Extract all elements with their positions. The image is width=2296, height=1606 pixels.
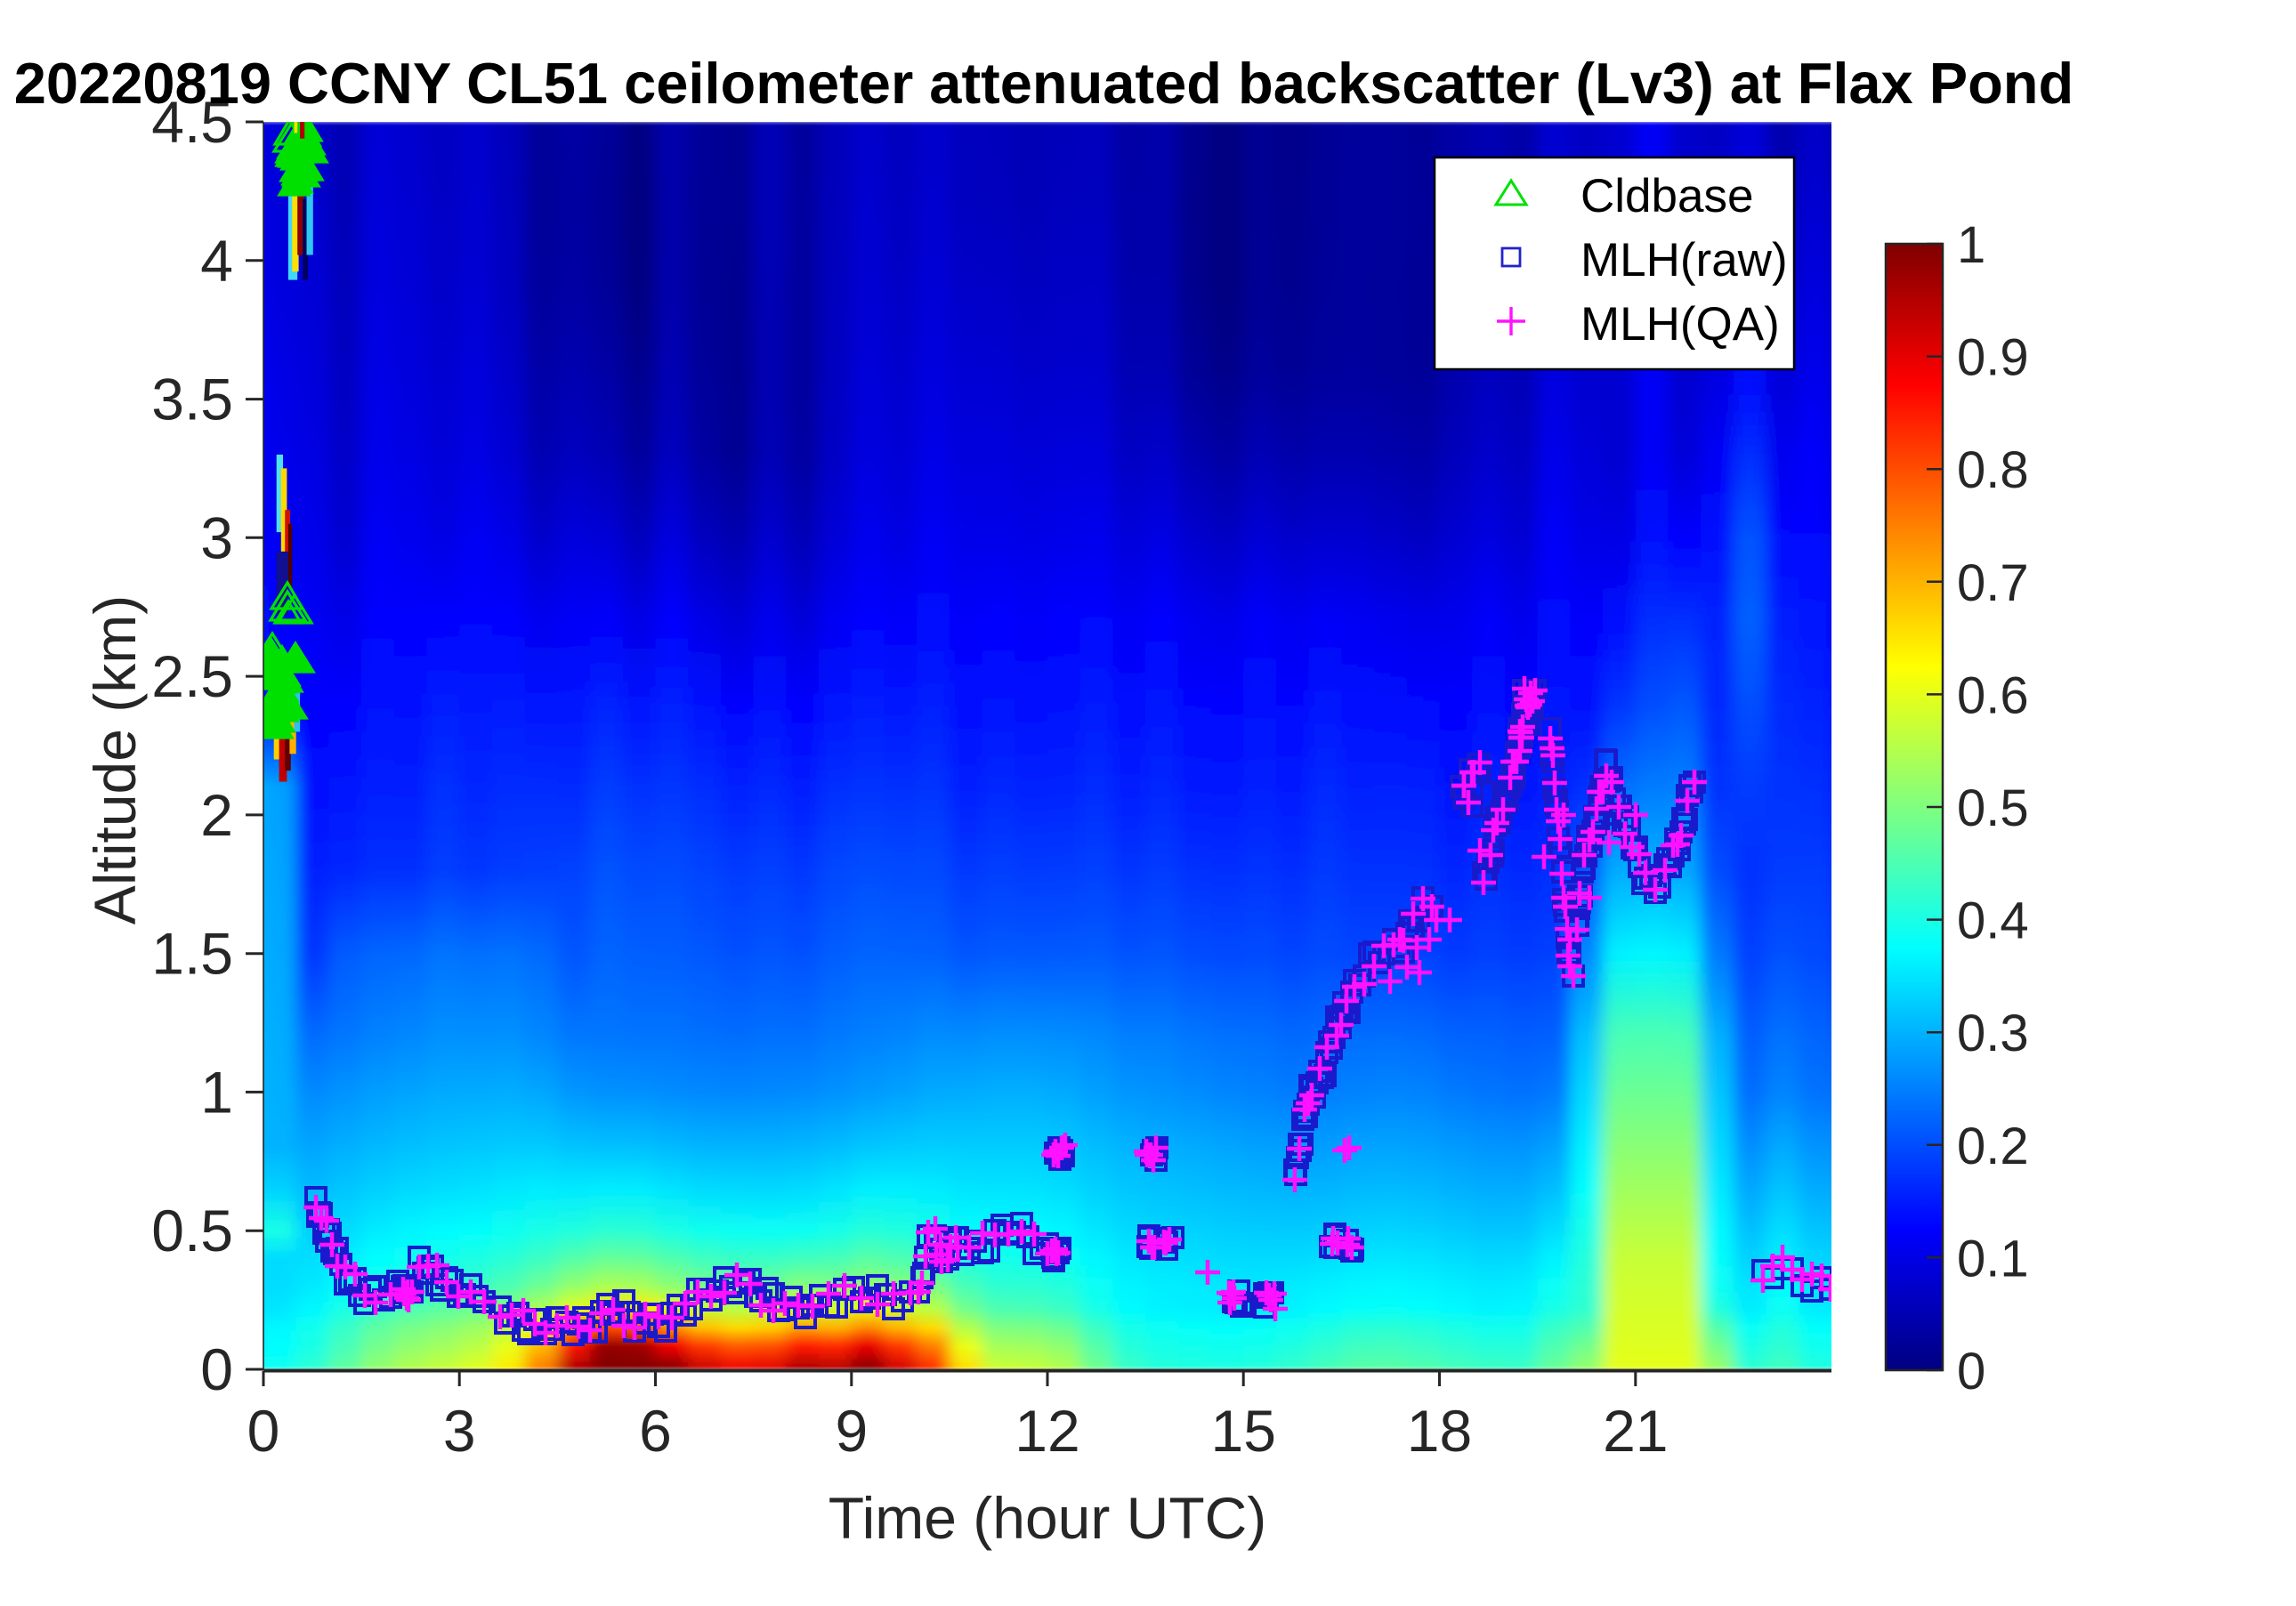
svg-text:2: 2 xyxy=(200,782,233,848)
svg-text:3: 3 xyxy=(200,504,233,570)
svg-text:Time (hour UTC): Time (hour UTC) xyxy=(829,1485,1267,1551)
svg-text:0: 0 xyxy=(247,1398,280,1464)
svg-text:12: 12 xyxy=(1015,1398,1079,1464)
svg-text:1: 1 xyxy=(1957,216,1985,274)
svg-text:0: 0 xyxy=(200,1336,233,1402)
svg-text:15: 15 xyxy=(1210,1398,1275,1464)
svg-text:1: 1 xyxy=(200,1059,233,1125)
svg-text:0.3: 0.3 xyxy=(1957,1005,2029,1062)
svg-text:4.5: 4.5 xyxy=(151,89,233,155)
svg-text:21: 21 xyxy=(1603,1398,1668,1464)
svg-text:0: 0 xyxy=(1957,1343,1985,1400)
svg-text:2.5: 2.5 xyxy=(151,643,233,709)
svg-text:0.7: 0.7 xyxy=(1957,554,2029,612)
svg-text:3.5: 3.5 xyxy=(151,367,233,432)
svg-text:0.1: 0.1 xyxy=(1957,1230,2029,1287)
svg-text:0.2: 0.2 xyxy=(1957,1118,2029,1175)
svg-text:MLH(QA): MLH(QA) xyxy=(1581,298,1780,351)
svg-text:0.8: 0.8 xyxy=(1957,441,2029,499)
svg-text:9: 9 xyxy=(835,1398,868,1464)
svg-text:Altitude (km): Altitude (km) xyxy=(82,595,148,924)
svg-text:0.5: 0.5 xyxy=(1957,779,2029,837)
svg-text:0.6: 0.6 xyxy=(1957,666,2029,724)
svg-text:3: 3 xyxy=(443,1398,476,1464)
svg-text:0.9: 0.9 xyxy=(1957,329,2029,387)
svg-text:0.4: 0.4 xyxy=(1957,892,2029,950)
svg-text:MLH(raw): MLH(raw) xyxy=(1581,234,1788,286)
svg-text:6: 6 xyxy=(639,1398,672,1464)
svg-text:1.5: 1.5 xyxy=(151,921,233,987)
svg-text:Cldbase: Cldbase xyxy=(1581,170,1753,222)
svg-text:18: 18 xyxy=(1407,1398,1472,1464)
svg-text:20220819 CCNY CL51 ceilometer: 20220819 CCNY CL51 ceilometer attenuated… xyxy=(14,51,2074,116)
svg-text:0.5: 0.5 xyxy=(151,1198,233,1263)
svg-text:4: 4 xyxy=(200,228,233,294)
